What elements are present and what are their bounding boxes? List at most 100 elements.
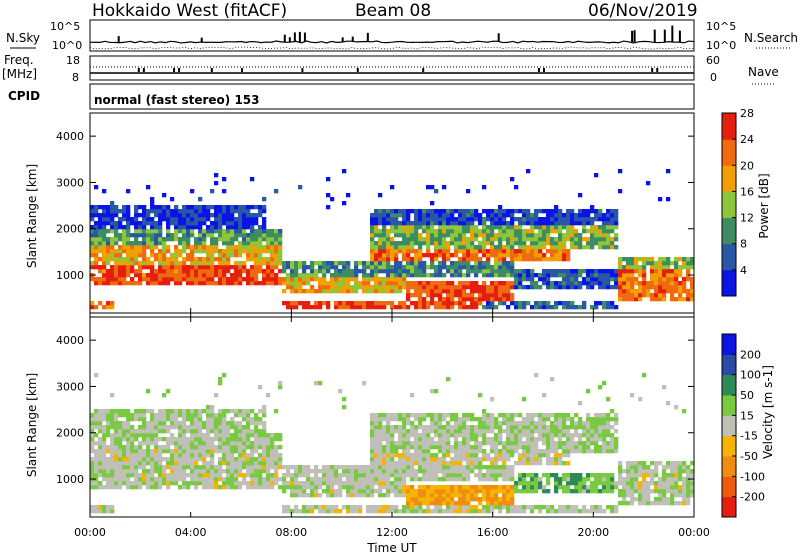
- heatmap-cell: [330, 289, 335, 294]
- heatmap-cell: [570, 217, 575, 222]
- heatmap-cell: [614, 429, 619, 434]
- heatmap-cell: [166, 233, 171, 238]
- heatmap-cell: [110, 301, 115, 306]
- heatmap-cell: [438, 253, 443, 258]
- heatmap-cell: [442, 489, 447, 494]
- heatmap-cell: [266, 281, 271, 286]
- heatmap-cell: [630, 469, 635, 474]
- heatmap-cell: [530, 453, 535, 458]
- heatmap-cell: [106, 261, 111, 266]
- heatmap-cell: [490, 457, 495, 462]
- heatmap-cell: [186, 233, 191, 238]
- heatmap-cell: [94, 265, 99, 270]
- heatmap-cell: [218, 249, 223, 254]
- heatmap-cell: [126, 413, 131, 418]
- heatmap-cell: [430, 473, 435, 478]
- heatmap-cell: [498, 297, 503, 302]
- heatmap-cell: [214, 437, 219, 442]
- heatmap-cell: [634, 265, 639, 270]
- heatmap-cell: [426, 509, 431, 514]
- heatmap-cell: [446, 477, 451, 482]
- heatmap-cell: [254, 233, 259, 238]
- heatmap-cell: [474, 305, 479, 310]
- heatmap-cell: [134, 461, 139, 466]
- heatmap-cell: [530, 245, 535, 250]
- heatmap-cell: [146, 229, 151, 234]
- heatmap-cell: [506, 425, 511, 430]
- heatmap-cell: [170, 261, 175, 266]
- heatmap-cell: [358, 281, 363, 286]
- heatmap-cell: [230, 217, 235, 222]
- heatmap-cell: [250, 485, 255, 490]
- heatmap-cell: [390, 209, 395, 214]
- heatmap-cell: [446, 301, 451, 306]
- heatmap-cell: [510, 209, 515, 214]
- heatmap-cell: [174, 437, 179, 442]
- heatmap-cell: [630, 485, 635, 490]
- heatmap-cell: [434, 293, 439, 298]
- heatmap-cell: [198, 425, 203, 430]
- heatmap-cell: [458, 429, 463, 434]
- heatmap-cell: [482, 421, 487, 426]
- heatmap-cell: [418, 253, 423, 258]
- heatmap-cell: [238, 437, 243, 442]
- heatmap-cell: [462, 505, 467, 510]
- heatmap-cell: [134, 225, 139, 230]
- heatmap-cell: [334, 273, 339, 278]
- heatmap-cell: [186, 213, 191, 218]
- heatmap-cell: [446, 497, 451, 502]
- heatmap-cell: [410, 461, 415, 466]
- heatmap-cell: [490, 289, 495, 294]
- heatmap-cell: [310, 285, 315, 290]
- heatmap-cell: [238, 225, 243, 230]
- heatmap-cell: [382, 269, 387, 274]
- heatmap-cell: [486, 473, 491, 478]
- heatmap-cell: [526, 473, 531, 478]
- heatmap-cell: [494, 441, 499, 446]
- heatmap-cell: [542, 473, 547, 478]
- heatmap-cell: [154, 281, 159, 286]
- heatmap-cell: [190, 449, 195, 454]
- heatmap-cell: [446, 509, 451, 514]
- heatmap-cell: [382, 237, 387, 242]
- colorbar-segment: [722, 334, 736, 355]
- heatmap-cell: [422, 433, 427, 438]
- heatmap-cell: [442, 457, 447, 462]
- heatmap-cell: [254, 465, 259, 470]
- heatmap-cell: [386, 273, 391, 278]
- heatmap-cell: [122, 233, 127, 238]
- heatmap-cell: [106, 461, 111, 466]
- heatmap-cell: [502, 233, 507, 238]
- heatmap-cell: [454, 253, 459, 258]
- heatmap-cell: [286, 473, 291, 478]
- heatmap-cell: [498, 485, 503, 490]
- heatmap-cell: [458, 421, 463, 426]
- heatmap-cell: [262, 197, 267, 202]
- heatmap-cell: [94, 253, 99, 258]
- heatmap-cell: [310, 481, 315, 486]
- heatmap-cell: [426, 305, 431, 310]
- heatmap-cell: [490, 253, 495, 258]
- heatmap-cell: [434, 473, 439, 478]
- heatmap-cell: [610, 229, 615, 234]
- heatmap-cell: [510, 281, 515, 286]
- heatmap-cell: [426, 237, 431, 242]
- heatmap-cell: [146, 485, 151, 490]
- heatmap-cell: [550, 473, 555, 478]
- heatmap-cell: [114, 213, 119, 218]
- heatmap-cell: [478, 421, 483, 426]
- heatmap-cell: [610, 213, 615, 218]
- heatmap-cell: [290, 269, 295, 274]
- heatmap-cell: [326, 281, 331, 286]
- heatmap-cell: [566, 453, 571, 458]
- heatmap-cell: [90, 217, 95, 222]
- heatmap-cell: [178, 213, 183, 218]
- heatmap-cell: [662, 473, 667, 478]
- heatmap-cell: [174, 257, 179, 262]
- heatmap-cell: [214, 281, 219, 286]
- heatmap-cell: [378, 489, 383, 494]
- heatmap-cell: [574, 445, 579, 450]
- heatmap-cell: [466, 241, 471, 246]
- heatmap-cell: [110, 425, 115, 430]
- heatmap-cell: [314, 469, 319, 474]
